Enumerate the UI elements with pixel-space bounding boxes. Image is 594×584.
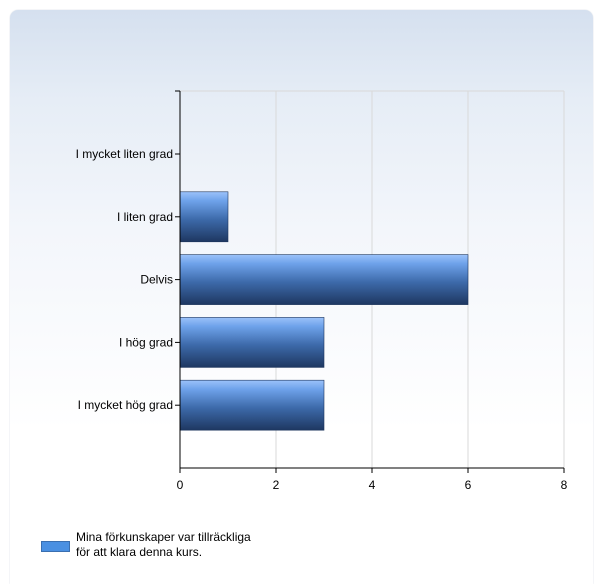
x-tick-label: 8 — [561, 478, 568, 492]
bar — [179, 379, 325, 431]
y-category-label: I mycket liten grad — [76, 147, 173, 161]
y-category-label: I hög grad — [119, 335, 173, 349]
bar — [179, 254, 469, 305]
x-tick-label: 0 — [177, 478, 184, 492]
axis-labels: 0 2 4 6 8 I mycket liten grad I liten grad Delv… — [76, 147, 568, 492]
legend-swatch — [41, 541, 70, 552]
x-tick-label: 4 — [369, 478, 376, 492]
x-tick-label: 2 — [273, 478, 280, 492]
x-tick-label: 6 — [465, 478, 472, 492]
legend-label: Mina förkunskaper var tillräckliga för a… — [76, 530, 306, 560]
bars — [179, 191, 469, 431]
y-category-label: I liten grad — [117, 210, 173, 224]
y-category-label: I mycket hög grad — [78, 398, 173, 412]
axes — [175, 90, 565, 473]
legend-label-line-2: för att klara denna kurs. — [76, 545, 203, 559]
legend-label-line-1: Mina förkunskaper var tillräckliga — [76, 530, 251, 544]
bar — [179, 191, 229, 243]
legend: Mina förkunskaper var tillräckliga för a… — [41, 530, 306, 560]
y-category-label: Delvis — [140, 273, 173, 287]
bar — [179, 317, 325, 368]
